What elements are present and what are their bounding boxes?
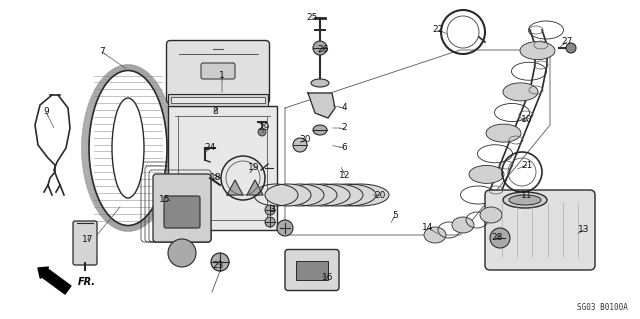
FancyBboxPatch shape xyxy=(285,249,339,291)
FancyBboxPatch shape xyxy=(168,106,276,230)
Text: 22: 22 xyxy=(433,26,444,34)
Text: 9: 9 xyxy=(43,108,49,116)
Text: 7: 7 xyxy=(99,48,105,56)
Circle shape xyxy=(566,43,576,53)
Ellipse shape xyxy=(469,165,504,183)
Text: 25: 25 xyxy=(307,13,317,23)
FancyBboxPatch shape xyxy=(296,261,328,279)
Ellipse shape xyxy=(503,83,538,101)
Text: 10: 10 xyxy=(521,115,532,124)
Ellipse shape xyxy=(480,207,502,223)
FancyArrow shape xyxy=(38,267,71,294)
Text: FR.: FR. xyxy=(78,277,96,287)
Ellipse shape xyxy=(309,184,363,206)
Text: 30: 30 xyxy=(300,136,311,145)
Circle shape xyxy=(258,128,266,136)
Ellipse shape xyxy=(486,124,521,142)
Text: 29: 29 xyxy=(259,123,269,132)
Text: 6: 6 xyxy=(341,144,347,152)
Ellipse shape xyxy=(313,125,327,135)
Circle shape xyxy=(277,220,293,236)
Ellipse shape xyxy=(424,227,446,243)
Ellipse shape xyxy=(509,195,541,205)
Text: 5: 5 xyxy=(392,211,398,219)
FancyBboxPatch shape xyxy=(168,94,268,106)
FancyBboxPatch shape xyxy=(171,97,265,103)
FancyBboxPatch shape xyxy=(166,41,269,103)
Circle shape xyxy=(265,205,275,215)
Ellipse shape xyxy=(503,192,547,208)
Circle shape xyxy=(490,228,510,248)
FancyBboxPatch shape xyxy=(201,63,235,79)
Text: 4: 4 xyxy=(341,103,347,113)
Ellipse shape xyxy=(311,79,329,87)
Polygon shape xyxy=(308,93,335,118)
Text: 16: 16 xyxy=(323,273,333,283)
Text: 20: 20 xyxy=(374,190,386,199)
Text: 2: 2 xyxy=(341,123,347,132)
Ellipse shape xyxy=(287,184,337,206)
Text: 8: 8 xyxy=(212,108,218,116)
Text: 17: 17 xyxy=(83,235,93,244)
Text: 11: 11 xyxy=(521,190,532,199)
Ellipse shape xyxy=(265,184,311,206)
Circle shape xyxy=(211,253,229,271)
FancyBboxPatch shape xyxy=(485,190,595,270)
Text: 23: 23 xyxy=(212,261,224,270)
Circle shape xyxy=(313,41,327,55)
Circle shape xyxy=(168,239,196,267)
Polygon shape xyxy=(247,180,263,195)
Text: 18: 18 xyxy=(211,174,221,182)
FancyBboxPatch shape xyxy=(73,221,97,265)
Circle shape xyxy=(293,138,307,152)
Text: 26: 26 xyxy=(317,46,329,55)
Ellipse shape xyxy=(452,217,474,233)
Text: 21: 21 xyxy=(522,160,532,169)
Text: 3: 3 xyxy=(269,205,275,214)
Text: 19: 19 xyxy=(248,164,260,173)
FancyBboxPatch shape xyxy=(153,174,211,242)
Text: 24: 24 xyxy=(204,144,216,152)
Text: SG03 B0100A: SG03 B0100A xyxy=(577,303,628,313)
Circle shape xyxy=(265,217,275,227)
Polygon shape xyxy=(227,180,243,195)
Ellipse shape xyxy=(331,184,389,206)
Text: 27: 27 xyxy=(561,38,573,47)
Ellipse shape xyxy=(520,41,555,60)
Text: 28: 28 xyxy=(492,234,502,242)
Text: 14: 14 xyxy=(422,224,434,233)
Text: 1: 1 xyxy=(219,70,225,79)
Ellipse shape xyxy=(112,98,144,198)
Text: 13: 13 xyxy=(579,226,589,234)
FancyBboxPatch shape xyxy=(164,196,200,228)
Text: 12: 12 xyxy=(339,170,351,180)
Text: 15: 15 xyxy=(159,196,171,204)
